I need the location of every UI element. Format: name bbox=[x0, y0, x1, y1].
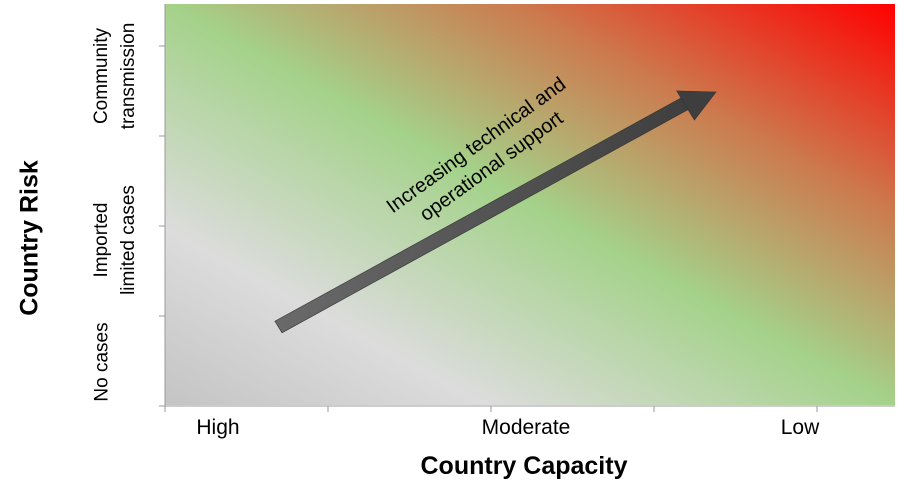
x-label-low: Low bbox=[780, 416, 820, 439]
x-axis-ticks bbox=[164, 406, 818, 412]
y-label-community-transmission: Community transmission bbox=[91, 22, 139, 130]
x-axis-title: Country Capacity bbox=[420, 452, 628, 480]
y-axis-ticks bbox=[159, 45, 165, 407]
y-axis-title: Country Risk bbox=[15, 160, 44, 316]
support-arrow bbox=[274, 90, 717, 334]
support-arrow-head bbox=[676, 90, 717, 121]
x-label-high: High bbox=[196, 416, 240, 439]
y-label-imported-limited-cases: Imported limited cases bbox=[91, 185, 139, 295]
y-label-no-cases: No cases bbox=[91, 322, 113, 402]
x-label-moderate: Moderate bbox=[481, 416, 571, 439]
risk-capacity-gradient bbox=[165, 4, 895, 405]
